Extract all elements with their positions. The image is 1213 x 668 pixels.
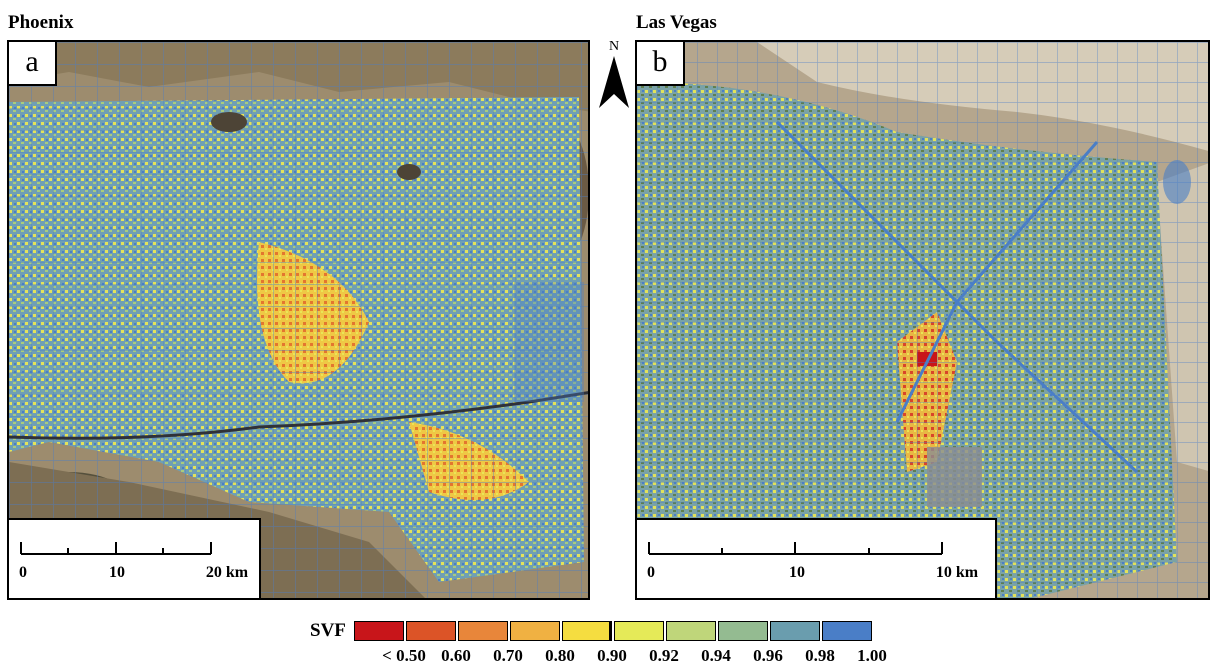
phoenix-scale-tick-20: 20 km [205,564,249,581]
legend-swatch-0 [354,621,404,641]
legend-label-6: 0.94 [701,646,731,665]
las-vegas-scale-tick-10: 10 [789,564,805,581]
las-vegas-scale-bar: 0 10 10 km [637,518,997,598]
legend-label-5: 0.92 [649,646,679,665]
phoenix-title: Phoenix [8,12,74,33]
legend-label-7: 0.96 [753,646,783,665]
legend-swatch-8 [770,621,820,641]
phoenix-scale-bar: 0 10 20 km [9,518,261,598]
phoenix-scale-line [20,542,212,555]
legend-label-4: 0.90 [597,646,627,665]
legend-swatch-6 [666,621,716,641]
legend-label-3: 0.80 [545,646,575,665]
phoenix-scale-tick-10: 10 [109,564,125,581]
legend-label-2: 0.70 [493,646,523,665]
las-vegas-map[interactable]: b 0 10 10 km [635,40,1210,600]
legend-swatch-3 [510,621,560,641]
las-vegas-terrain [637,42,1208,598]
las-vegas-scale-line [648,542,943,555]
legend-swatch-9 [822,621,872,641]
legend-label-0: < 0.50 [382,646,426,665]
las-vegas-scale-tick-20: 10 km [935,564,979,581]
north-label: N [608,39,620,54]
panel-label-b: b [637,42,685,86]
legend-label-8: 0.98 [805,646,835,665]
legend-swatch-4 [562,621,612,641]
las-vegas-scale-tick-0: 0 [647,564,655,581]
legend-color-bar [354,621,874,641]
phoenix-terrain [9,42,588,598]
legend-swatch-2 [458,621,508,641]
panel-label-a: a [9,42,57,86]
north-arrow-icon [599,56,629,108]
las-vegas-title: Las Vegas [636,12,717,33]
legend-swatch-5 [614,621,664,641]
north-arrow: N [597,40,631,112]
legend-swatch-1 [406,621,456,641]
phoenix-map[interactable]: a 0 10 20 km [7,40,590,600]
legend-label-9: 1.00 [857,646,887,665]
phoenix-scale-tick-0: 0 [19,564,27,581]
legend-title: SVF [310,620,346,641]
legend-swatch-7 [718,621,768,641]
legend-label-1: 0.60 [441,646,471,665]
